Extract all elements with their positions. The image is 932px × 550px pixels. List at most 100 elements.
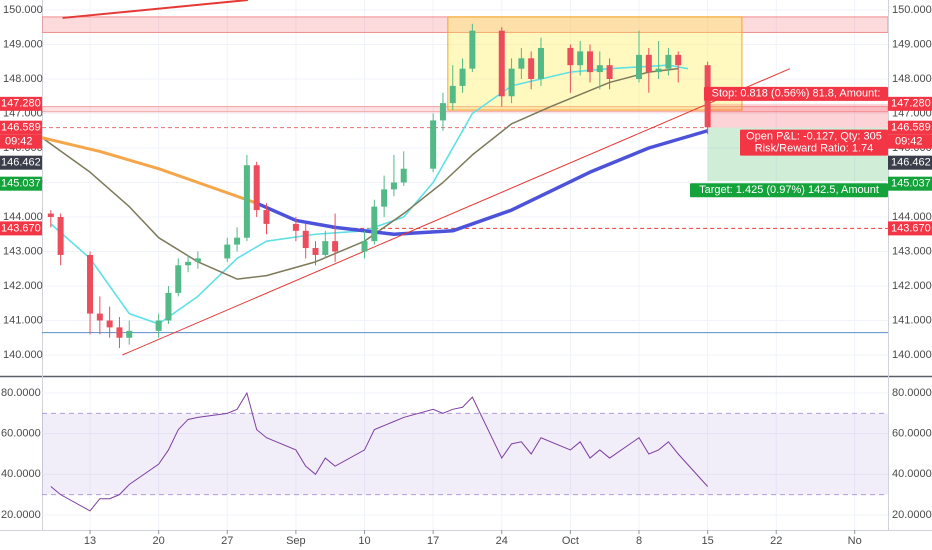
candle-body bbox=[596, 65, 603, 73]
x-tick-label: 13 bbox=[84, 535, 96, 547]
target-label: Target: 1.425 (0.97%) 142.5, Amount bbox=[699, 184, 879, 196]
candle-body bbox=[116, 327, 123, 338]
candle-body bbox=[194, 258, 201, 262]
pnl-label-bg bbox=[740, 129, 888, 156]
x-tick-label: 17 bbox=[427, 535, 439, 547]
x-tick-label: 20 bbox=[153, 535, 165, 547]
y-tick-label-left: 80.0000 bbox=[1, 387, 41, 399]
y-tick-label: 40.0000 bbox=[892, 468, 932, 480]
candle-body bbox=[498, 30, 505, 97]
y-tick-label-left: 60.0000 bbox=[1, 428, 41, 440]
x-tick-label: No bbox=[848, 535, 862, 547]
y-tick-label-left: 20.0000 bbox=[1, 509, 41, 521]
candle-body bbox=[645, 54, 652, 73]
y-tick-label-left: 150.000 bbox=[3, 4, 43, 16]
candle-body bbox=[234, 237, 241, 245]
x-tick-label: Sep bbox=[286, 535, 306, 547]
trend-line bbox=[62, 0, 248, 19]
stop-label-bg bbox=[704, 86, 888, 101]
y-tick-label: 140.000 bbox=[892, 349, 932, 361]
candle-body bbox=[322, 241, 329, 255]
y-tick-label: 148.000 bbox=[892, 73, 932, 85]
price-label: 145.037 bbox=[1, 178, 41, 190]
moving-average bbox=[42, 136, 258, 205]
candle-body bbox=[312, 248, 319, 255]
candle-body bbox=[518, 58, 525, 69]
price-pane: Stop: 0.818 (0.56%) 81.8, Amount: Open P&… bbox=[42, 0, 888, 375]
stop-label: Stop: 0.818 (0.56%) 81.8, Amount: bbox=[712, 88, 881, 100]
price-label: 146.462 bbox=[1, 157, 41, 169]
candle-body bbox=[57, 216, 64, 255]
countdown: 09:42 bbox=[895, 136, 923, 148]
y-tick-label: 144.000 bbox=[892, 211, 932, 223]
x-tick-label: Oct bbox=[562, 535, 579, 547]
price-label-bg bbox=[0, 176, 42, 191]
price-label: 146.462 bbox=[891, 157, 931, 169]
candle-body bbox=[537, 47, 544, 80]
candle-body bbox=[185, 261, 192, 266]
pnl-label: Open P&L: -0.127, Qty: 305 bbox=[746, 131, 882, 143]
price-label-bg bbox=[888, 96, 932, 111]
candle-body bbox=[606, 65, 613, 80]
candle-body bbox=[459, 68, 466, 86]
candle-body bbox=[175, 265, 182, 293]
y-tick-label-left: 143.000 bbox=[3, 245, 43, 257]
candle-body bbox=[332, 241, 339, 252]
y-tick-label: 143.000 bbox=[892, 245, 932, 257]
candle-body bbox=[224, 244, 231, 259]
price-label: 145.037 bbox=[891, 178, 931, 190]
candle-body bbox=[675, 54, 682, 66]
x-tick-label: 24 bbox=[496, 535, 508, 547]
x-tick-label: 10 bbox=[358, 535, 370, 547]
candle-body bbox=[390, 182, 397, 190]
candle-body bbox=[567, 47, 574, 66]
candle-body bbox=[361, 241, 368, 252]
y-tick-label-left: 141.000 bbox=[3, 314, 43, 326]
price-label-bg bbox=[888, 221, 932, 236]
countdown: 09:42 bbox=[5, 136, 33, 148]
rsi-pane bbox=[42, 378, 888, 530]
y-tick-label-left: 148.000 bbox=[3, 73, 43, 85]
y-tick-label: 80.0000 bbox=[892, 387, 932, 399]
candle-body bbox=[636, 54, 643, 80]
moving-average bbox=[255, 129, 709, 236]
candle-body bbox=[371, 206, 378, 242]
candle-body bbox=[430, 120, 437, 169]
price-label: 143.670 bbox=[891, 222, 931, 234]
price-label-bg bbox=[0, 96, 42, 111]
candle-body bbox=[577, 51, 584, 66]
price-label-bg bbox=[888, 155, 932, 170]
x-tick-label: 8 bbox=[636, 535, 642, 547]
trend-line bbox=[122, 68, 791, 356]
price-label-bg bbox=[888, 176, 932, 191]
price-label: 147.280 bbox=[891, 98, 931, 110]
y-tick-label-left: 149.000 bbox=[3, 38, 43, 50]
candle-body bbox=[469, 30, 476, 69]
axes: 13 20 27 Sep 10 17 24 Oct 8 15 22 No 140.000 140.000 1… bbox=[0, 4, 932, 547]
candle-body bbox=[106, 320, 113, 328]
price-label-bg bbox=[0, 120, 42, 135]
candle-body bbox=[586, 51, 593, 73]
candle-body bbox=[253, 165, 260, 211]
y-tick-label: 60.0000 bbox=[892, 428, 932, 440]
price-label-bg bbox=[0, 221, 42, 236]
candle-body bbox=[400, 168, 407, 183]
candle-body bbox=[302, 230, 309, 249]
y-tick-label: 20.0000 bbox=[892, 509, 932, 521]
stop-zone bbox=[707, 103, 888, 128]
candle-body bbox=[528, 58, 535, 80]
price-label: 143.670 bbox=[1, 222, 41, 234]
price-label: 146.589 bbox=[1, 122, 41, 134]
y-tick-label-left: 40.0000 bbox=[1, 468, 41, 480]
candle-body bbox=[263, 210, 270, 224]
candle-body bbox=[243, 165, 250, 238]
zone bbox=[447, 16, 743, 111]
candle-body bbox=[655, 68, 662, 73]
candle-body bbox=[155, 320, 162, 331]
candle-body bbox=[165, 292, 172, 321]
candle-body bbox=[126, 330, 133, 338]
price-label: 147.280 bbox=[1, 98, 41, 110]
candle-body bbox=[96, 313, 103, 321]
